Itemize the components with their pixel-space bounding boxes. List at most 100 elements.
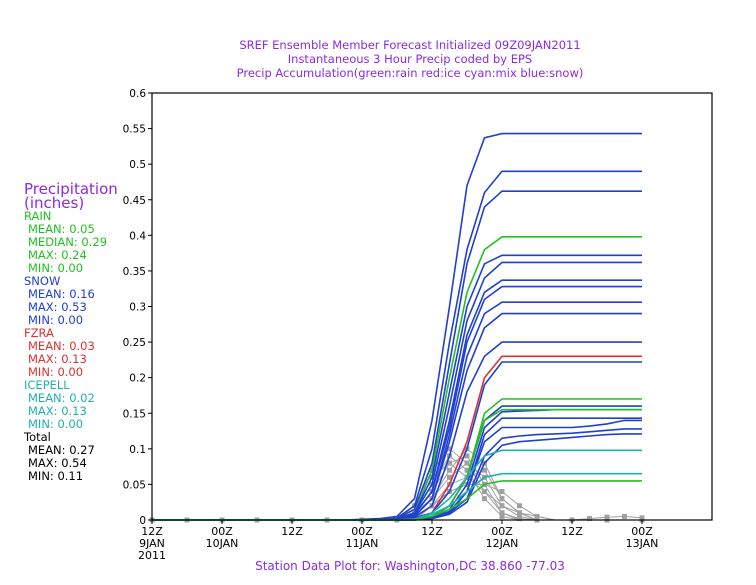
rate-series-line bbox=[152, 448, 642, 521]
rate-series-point bbox=[482, 489, 487, 495]
legend-stat-row: MEAN: 0.27 bbox=[28, 443, 95, 457]
station-footer: Station Data Plot for: Washington,DC 38.… bbox=[255, 559, 565, 573]
rate-series-line bbox=[152, 462, 642, 521]
accumulation-series-line bbox=[152, 408, 642, 521]
y-tick-label: 0.35 bbox=[123, 266, 146, 278]
y-tick-label: 0.15 bbox=[123, 408, 146, 420]
rate-series-point bbox=[447, 460, 452, 466]
accumulation-series-line bbox=[152, 408, 642, 521]
rate-series-point bbox=[482, 467, 487, 473]
accumulation-series-line bbox=[152, 279, 642, 521]
legend-stat-row: MEAN: 0.03 bbox=[28, 339, 95, 353]
rate-series-line bbox=[152, 455, 642, 521]
legend-stat-row: MEAN: 0.05 bbox=[28, 222, 95, 236]
legend-stat-row: MAX: 0.54 bbox=[28, 456, 87, 470]
rate-series-point bbox=[499, 503, 505, 509]
legend-groups: RAIN MEAN: 0.05 MEDIAN: 0.29 MAX: 0.24 MIN: … bbox=[24, 210, 134, 483]
y-tick-label: 0.25 bbox=[123, 337, 146, 349]
rate-series-line bbox=[152, 483, 642, 521]
legend-header-2: (inches) bbox=[24, 194, 85, 212]
rate-series-point bbox=[499, 513, 505, 519]
y-tick-label: 0.1 bbox=[129, 444, 146, 456]
rate-series-line bbox=[152, 448, 643, 521]
rate-series-point bbox=[447, 467, 452, 473]
x-tick-label: 00Z bbox=[491, 525, 513, 538]
accumulation-series-line bbox=[152, 449, 642, 521]
y-tick-label: 0.45 bbox=[123, 195, 146, 207]
rate-series-point bbox=[499, 496, 505, 502]
accumulation-series-line bbox=[152, 285, 642, 521]
accumulation-series-line bbox=[152, 433, 642, 521]
accumulation-series-line bbox=[152, 361, 642, 521]
title-line-2: Instantaneous 3 Hour Precip coded by EPS bbox=[287, 52, 533, 66]
rate-series-point bbox=[587, 516, 592, 522]
accumulation-series-line bbox=[152, 480, 642, 521]
accumulation-series-line bbox=[152, 312, 642, 521]
title-line-3: Precip Accumulation(green:rain red:ice c… bbox=[236, 66, 584, 80]
rate-series-point bbox=[622, 513, 627, 519]
accumulation-series-line bbox=[152, 405, 642, 521]
x-tick-label: 11JAN bbox=[346, 537, 379, 550]
accumulation-series-line bbox=[152, 170, 642, 521]
plot-frame bbox=[151, 92, 713, 521]
rate-series-point bbox=[464, 453, 470, 459]
rate-series-point bbox=[534, 513, 540, 519]
legend-stat-row: MEDIAN: 0.29 bbox=[28, 235, 108, 249]
rate-series-line bbox=[152, 462, 642, 521]
legend-stat-row: MAX: 0.13 bbox=[28, 404, 87, 418]
rate-series-point bbox=[639, 515, 645, 521]
rate-series-point bbox=[447, 446, 452, 452]
x-tick-label: 2011 bbox=[138, 549, 166, 562]
rate-series-point bbox=[517, 513, 522, 519]
legend-stat-row: MEAN: 0.16 bbox=[28, 287, 95, 301]
rate-series-line bbox=[152, 455, 642, 521]
rate-series-point bbox=[499, 510, 505, 516]
legend-stat-row: MIN: 0.00 bbox=[28, 313, 84, 327]
legend-group-name: RAIN bbox=[24, 209, 52, 223]
y-axis-ticks: 0 0.05 0.1 0.15 0.2 0.25 0.3 0.35 0.4 0.45 0.5 0.55… bbox=[123, 88, 152, 527]
x-tick-label: 12Z bbox=[281, 525, 303, 538]
accumulation-series-line bbox=[152, 341, 642, 521]
y-tick-label: 0.2 bbox=[129, 373, 146, 385]
stats-legend: Precipitation (inches) RAIN MEAN: 0.05 MED… bbox=[24, 182, 134, 483]
legend-group-rain: RAIN MEAN: 0.05 MEDIAN: 0.29 MAX: 0.24 MIN: … bbox=[24, 210, 134, 275]
rate-series-point bbox=[482, 496, 487, 502]
rate-series-line bbox=[152, 469, 642, 521]
legend-group-snow: SNOW MEAN: 0.16 MAX: 0.53 MIN: 0.00 bbox=[24, 275, 134, 327]
rate-series-layer bbox=[149, 446, 645, 523]
x-tick-label: 12JAN bbox=[486, 537, 519, 550]
legend-stat-row: MIN: 0.00 bbox=[28, 261, 84, 275]
rate-series-point bbox=[604, 514, 610, 520]
y-tick-label: 0 bbox=[139, 515, 146, 527]
x-tick-label: 00Z bbox=[351, 525, 373, 538]
y-tick-label: 0.05 bbox=[123, 479, 146, 491]
legend-stat-row: MEAN: 0.02 bbox=[28, 391, 95, 405]
rate-series-point bbox=[464, 460, 470, 466]
legend-stat-row: MAX: 0.24 bbox=[28, 248, 87, 262]
x-tick-label: 9JAN bbox=[139, 537, 165, 550]
x-tick-label: 12Z bbox=[561, 525, 583, 538]
legend-group-icepell: ICEPELL MEAN: 0.02 MAX: 0.13 MIN: 0.00 bbox=[24, 379, 134, 431]
legend-group-fzra: FZRA MEAN: 0.03 MAX: 0.13 MIN: 0.00 bbox=[24, 327, 134, 379]
rate-series-point bbox=[517, 503, 522, 509]
legend-stat-row: MIN: 0.00 bbox=[28, 417, 84, 431]
accumulation-series-line bbox=[152, 398, 642, 521]
legend-stat-row: MAX: 0.13 bbox=[28, 352, 87, 366]
y-tick-label: 0.6 bbox=[129, 88, 146, 100]
title-line-1: SREF Ensemble Member Forecast Initialize… bbox=[239, 38, 581, 52]
legend-stat-row: MIN: 0.11 bbox=[28, 469, 84, 483]
y-tick-label: 0.4 bbox=[129, 230, 146, 242]
y-tick-label: 0.55 bbox=[123, 124, 146, 136]
x-tick-label: 00Z bbox=[631, 525, 653, 538]
x-tick-label: 12Z bbox=[141, 525, 163, 538]
rate-series-point bbox=[447, 474, 452, 480]
legend-stat-row: MAX: 0.53 bbox=[28, 300, 87, 314]
legend-group-name: SNOW bbox=[24, 274, 61, 288]
accumulation-series-line bbox=[152, 419, 642, 521]
legend-header-1: Precipitation bbox=[24, 180, 118, 198]
legend-group-name: ICEPELL bbox=[24, 378, 70, 392]
x-tick-label: 00Z bbox=[211, 525, 233, 538]
y-tick-label: 0.3 bbox=[129, 302, 146, 314]
